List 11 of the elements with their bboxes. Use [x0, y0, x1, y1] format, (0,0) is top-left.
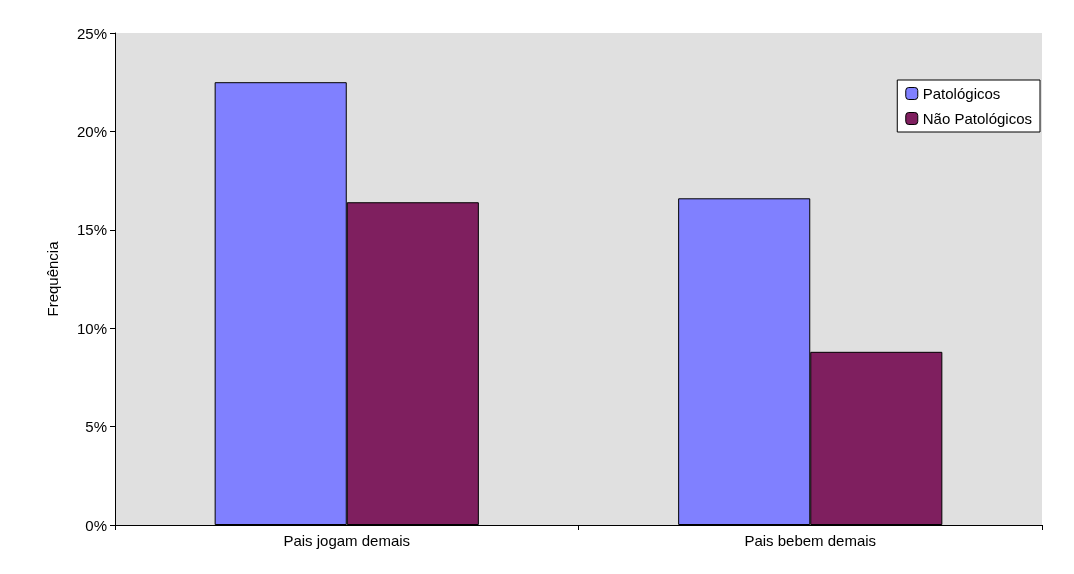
- y-tick-label: 15%: [76, 221, 107, 239]
- legend-label: Não Patológicos: [922, 110, 1032, 127]
- y-axis-title: Frequência: [44, 240, 61, 317]
- x-tick-label: Pais bebem demais: [744, 532, 877, 549]
- y-tick-label: 20%: [76, 122, 107, 140]
- y-tick-label: 25%: [76, 24, 107, 42]
- y-tick-label: 10%: [76, 319, 107, 337]
- y-tick-label: 5%: [85, 418, 107, 436]
- x-tick-label: Pais jogam demais: [283, 532, 411, 549]
- y-tick-label: 0%: [85, 516, 107, 534]
- legend-label: Patológicos: [922, 85, 1001, 102]
